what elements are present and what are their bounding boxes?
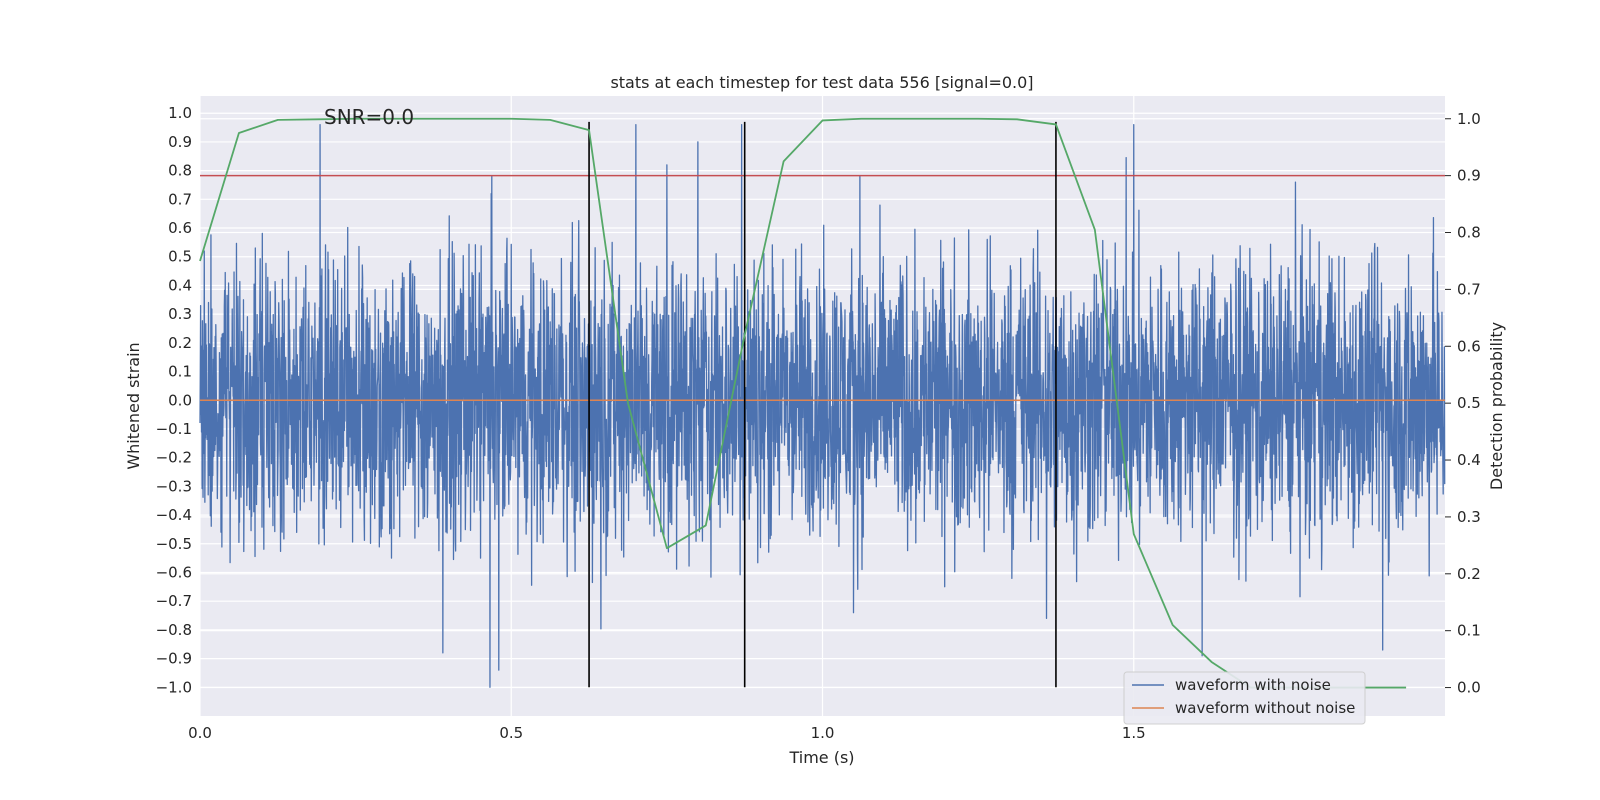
y-tick-label-left: −0.1	[156, 420, 192, 438]
y-tick-label-left: 0.2	[168, 334, 192, 352]
legend-box	[1123, 671, 1366, 725]
y-tick-label-right: 0.4	[1457, 451, 1481, 469]
snr-annotation: SNR=0.0	[324, 105, 414, 129]
series-layer	[199, 117, 1446, 689]
y-tick-label-left: −1.0	[156, 678, 192, 696]
y-tick-label-left: −0.2	[156, 449, 192, 467]
y-tick-label-left: 0.3	[168, 305, 192, 323]
y-tick-label-right: 0.7	[1457, 280, 1481, 298]
y-tick-label-left: −0.8	[156, 621, 192, 639]
y-tick-label-left: 0.9	[168, 133, 192, 151]
x-tick-label: 1.5	[1122, 724, 1146, 742]
y-tick-label-left: −0.5	[156, 535, 192, 553]
y-tick-label-left: −0.6	[156, 563, 192, 581]
y-tick-label-left: −0.3	[156, 477, 192, 495]
y-axis-label-right: Detection probability	[1487, 322, 1506, 490]
y-tick-label-right: 0.0	[1457, 679, 1481, 697]
right-y-ticks: 0.0 0.1 0.2 0.3 0.4 0.5 0.6 0.7 0.8 0.9 1.0	[1445, 110, 1481, 697]
x-tick-label: 1.0	[811, 724, 835, 742]
y-axis-label-left: Whitened strain	[124, 342, 143, 469]
y-tick-label-left: −0.9	[156, 650, 192, 668]
y-tick-label-left: −0.7	[156, 592, 192, 610]
y-tick-label-left: 0.7	[168, 190, 192, 208]
chart-title: stats at each timestep for test data 556…	[610, 73, 1033, 92]
x-axis-label: Time (s)	[788, 748, 854, 767]
y-tick-label-left: 0.6	[168, 219, 192, 237]
legend-label-clean: waveform without noise	[1175, 699, 1355, 717]
series-line-waveform-with-noise	[199, 124, 1446, 688]
y-tick-label-right: 0.8	[1457, 224, 1481, 242]
y-tick-label-left: 0.8	[168, 162, 192, 180]
y-tick-label-right: 1.0	[1457, 110, 1481, 128]
y-tick-label-left: 1.0	[168, 104, 192, 122]
x-tick-label: 0.0	[188, 724, 212, 742]
y-tick-label-right: 0.3	[1457, 508, 1481, 526]
series-line-detection-probability	[199, 117, 1407, 689]
y-tick-label-left: 0.5	[168, 248, 192, 266]
y-tick-label-right: 0.5	[1457, 394, 1481, 412]
legend-label-noise: waveform with noise	[1175, 676, 1331, 694]
y-tick-label-left: 0.1	[168, 363, 192, 381]
y-tick-label-right: 0.6	[1457, 337, 1481, 355]
y-tick-label-right: 0.2	[1457, 565, 1481, 583]
x-tick-label: 0.5	[499, 724, 523, 742]
y-tick-label-right: 0.1	[1457, 622, 1481, 640]
left-y-ticks: −1.0 −0.9 −0.8 −0.7 −0.6 −0.5 −0.4 −0.3 −0.2 −0.1…	[156, 104, 192, 696]
y-tick-label-left: 0.4	[168, 276, 192, 294]
legend: waveform with noise waveform without noi…	[1123, 671, 1366, 725]
y-tick-label-left: 0.0	[168, 391, 192, 409]
y-tick-label-left: −0.4	[156, 506, 192, 524]
x-ticks: 0.0 0.5 1.0 1.5	[188, 724, 1146, 742]
y-tick-label-right: 0.9	[1457, 167, 1481, 185]
